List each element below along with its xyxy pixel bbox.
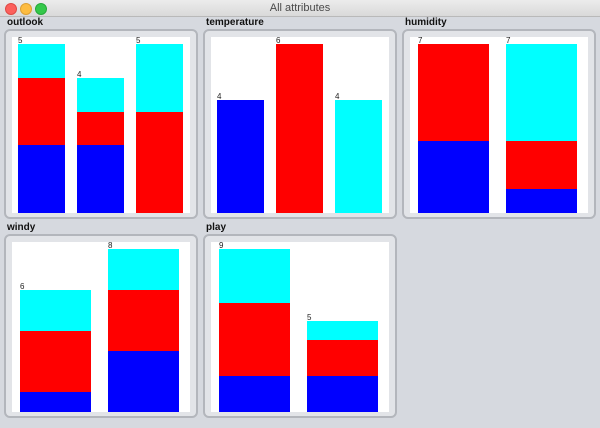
bar-segment-blue xyxy=(217,100,264,213)
bar-segment-red xyxy=(77,111,124,146)
histogram-bar xyxy=(108,249,179,412)
bar-segment-red xyxy=(108,289,179,351)
bar-count-label: 5 xyxy=(136,36,141,45)
bar-segment-blue xyxy=(108,350,179,412)
histogram-temperature: 4 6 4 xyxy=(211,37,389,213)
histogram-bar xyxy=(418,44,489,213)
bar-segment-blue xyxy=(307,375,378,412)
histogram-bar xyxy=(219,249,290,412)
window-title: All attributes xyxy=(269,2,331,14)
histogram-bar xyxy=(20,289,91,412)
bar-segment-cyan xyxy=(20,289,91,331)
attribute-name: windy xyxy=(7,222,36,233)
bar-segment-cyan xyxy=(136,44,183,112)
minimize-button[interactable] xyxy=(20,3,32,15)
bar-segment-red xyxy=(276,44,323,213)
bar-count-label: 5 xyxy=(307,313,312,323)
bar-segment-red xyxy=(418,44,489,141)
bar-segment-blue xyxy=(18,145,65,213)
bar-segment-cyan xyxy=(77,77,124,112)
bar-count-label: 6 xyxy=(20,281,25,291)
bar-count-label: 4 xyxy=(335,92,340,102)
bar-count-label: 9 xyxy=(219,241,224,250)
bar-segment-red xyxy=(219,303,290,376)
bar-segment-cyan xyxy=(506,44,577,141)
histogram-bar xyxy=(18,44,65,213)
bar-segment-red xyxy=(20,330,91,392)
attribute-name: humidity xyxy=(405,17,447,28)
histogram-outlook: 5 4 5 xyxy=(12,37,190,213)
bar-segment-red xyxy=(136,111,183,213)
bar-segment-blue xyxy=(506,188,577,213)
bar-count-label: 5 xyxy=(18,36,23,45)
bar-segment-cyan xyxy=(335,100,382,213)
bar-segment-red xyxy=(307,339,378,376)
attribute-name: play xyxy=(206,222,227,233)
bar-count-label: 6 xyxy=(276,36,281,45)
bar-segment-blue xyxy=(20,391,91,412)
histogram-bar xyxy=(77,77,124,213)
histogram-bar xyxy=(136,44,183,213)
bar-segment-cyan xyxy=(18,44,65,78)
close-button[interactable] xyxy=(5,3,17,15)
bar-segment-cyan xyxy=(108,249,179,290)
chart-frame: 4 6 4 xyxy=(203,29,397,219)
bar-segment-cyan xyxy=(307,321,378,340)
chart-frame: 5 4 5 xyxy=(4,29,198,219)
title-bar: All attributes xyxy=(0,0,600,17)
bar-count-label: 7 xyxy=(418,36,423,45)
bar-segment-blue xyxy=(219,375,290,412)
attribute-name: temperature xyxy=(206,17,264,28)
zoom-button[interactable] xyxy=(35,3,47,15)
bar-count-label: 4 xyxy=(217,92,222,102)
bar-count-label: 4 xyxy=(77,69,82,79)
bar-segment-blue xyxy=(418,140,489,213)
histogram-bar xyxy=(335,100,382,213)
bar-segment-cyan xyxy=(219,249,290,304)
bar-count-label: 8 xyxy=(108,241,113,250)
histogram-bar xyxy=(217,100,264,213)
bar-segment-blue xyxy=(77,145,124,213)
histogram-bar xyxy=(276,44,323,213)
attribute-name: outlook xyxy=(7,17,44,28)
bar-segment-red xyxy=(506,140,577,189)
bar-segment-red xyxy=(18,77,65,146)
histogram-bar xyxy=(506,44,577,213)
histogram-bar xyxy=(307,321,378,412)
bar-count-label: 7 xyxy=(506,36,511,45)
